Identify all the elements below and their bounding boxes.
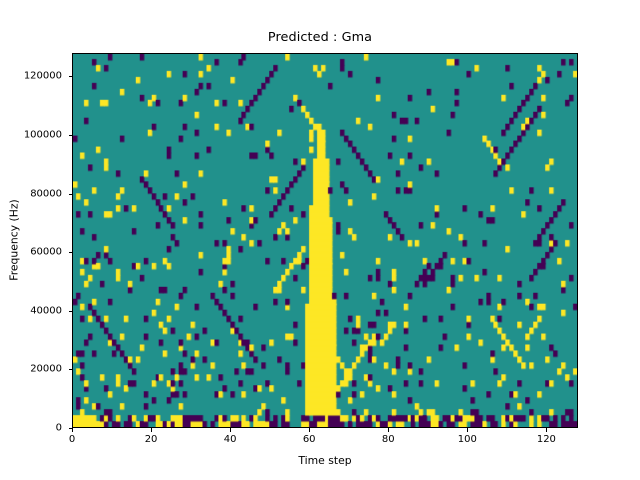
x-tick-mark xyxy=(151,428,153,432)
x-tick-label: 0 xyxy=(68,434,76,445)
x-tick-mark xyxy=(72,428,73,432)
y-tick-label: 0 xyxy=(55,422,62,434)
x-tick-label: 20 xyxy=(144,434,158,445)
y-tick-label: 100000 xyxy=(23,129,62,141)
heatmap-axes[interactable] xyxy=(72,53,578,428)
x-axis-label: Time step xyxy=(298,454,352,467)
y-tick-mark xyxy=(68,310,72,312)
x-tick-label: 120 xyxy=(536,434,556,445)
y-tick-label: 40000 xyxy=(30,305,62,317)
y-tick-mark xyxy=(68,76,72,78)
x-tick-mark xyxy=(388,428,390,432)
y-tick-label: 20000 xyxy=(30,363,62,375)
y-tick-mark xyxy=(68,252,72,254)
x-tick-mark xyxy=(467,428,469,432)
x-tick-label: 80 xyxy=(381,434,395,445)
x-tick-mark xyxy=(230,428,232,432)
heatmap-image xyxy=(73,54,577,427)
y-tick-mark xyxy=(68,369,72,371)
y-tick-label: 60000 xyxy=(30,246,62,258)
x-tick-mark xyxy=(546,428,548,432)
chart-title: Predicted : Gma xyxy=(267,30,373,45)
y-axis-label: Frequency (Hz) xyxy=(7,199,21,281)
y-tick-mark xyxy=(68,193,72,195)
y-tick-mark xyxy=(68,135,72,137)
y-tick-label: 80000 xyxy=(30,188,62,200)
y-tick-label: 120000 xyxy=(23,70,62,82)
x-tick-label: 100 xyxy=(457,434,477,445)
x-tick-label: 40 xyxy=(223,434,237,445)
x-tick-label: 60 xyxy=(302,434,316,445)
x-tick-mark xyxy=(309,428,311,432)
y-tick-mark xyxy=(68,428,72,429)
